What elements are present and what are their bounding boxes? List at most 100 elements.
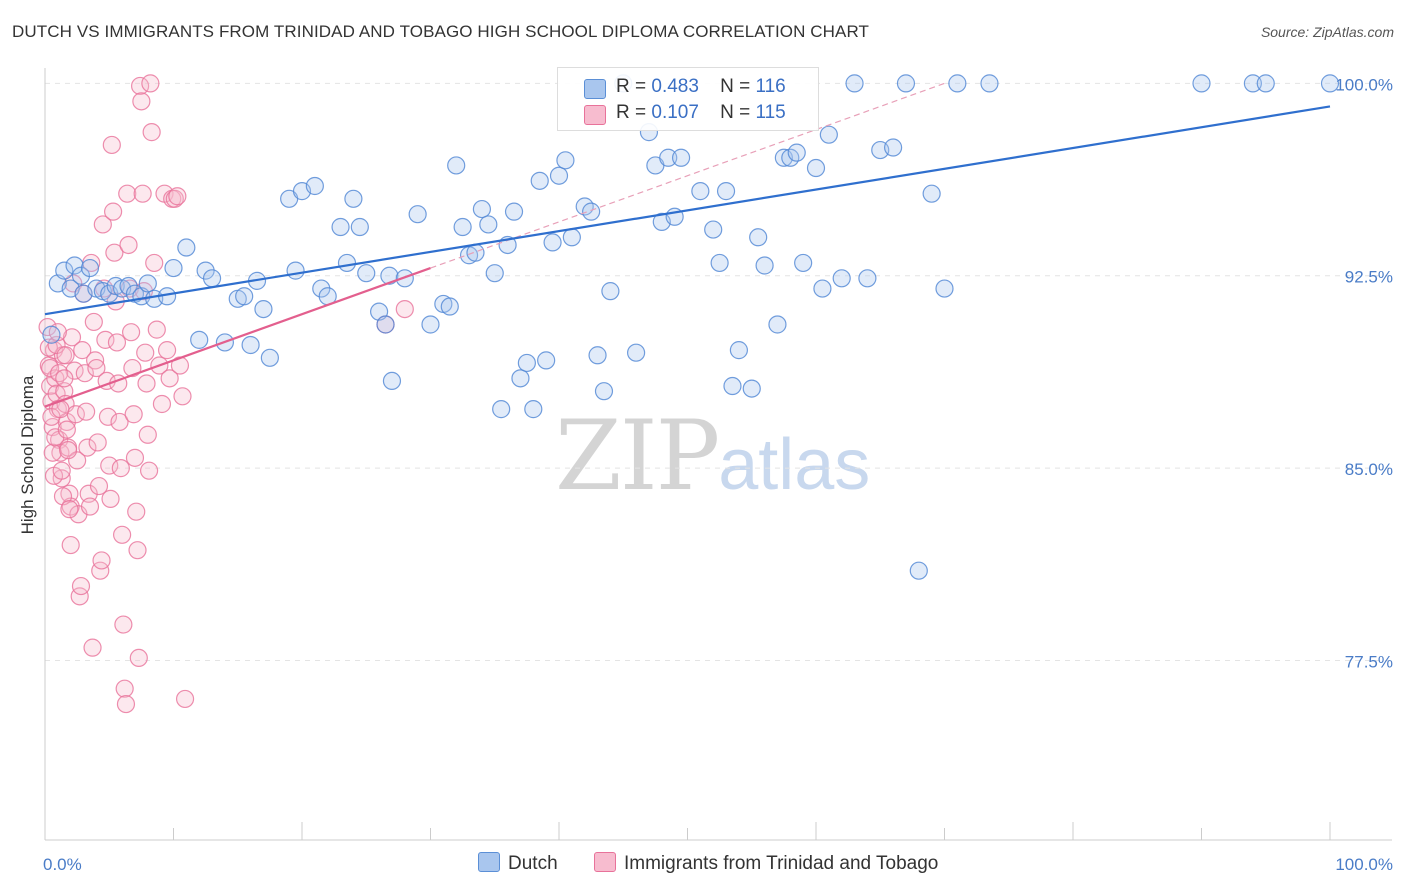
dutch-point (562, 228, 581, 247)
trinidad-point (77, 402, 96, 421)
dutch-point (787, 143, 806, 162)
dutch-point (357, 264, 376, 283)
trinidad-point (61, 535, 80, 555)
trinidad-trend-line (44, 267, 431, 408)
dutch-point (1192, 74, 1211, 93)
trinidad-point (101, 489, 120, 508)
trinidad-point (125, 448, 145, 467)
dutch-n-label: N = (720, 76, 751, 97)
trinidad-point (41, 358, 60, 378)
trinidad-point (160, 369, 179, 388)
trinidad-point (175, 689, 195, 709)
dutch-n-value: 116 (755, 76, 786, 97)
trinidad-point (111, 459, 130, 478)
dutch-point (517, 353, 536, 373)
dutch-point (337, 253, 357, 273)
trinidad-point (173, 387, 192, 406)
dutch-point (524, 400, 543, 419)
trinidad-point (98, 407, 118, 426)
trinidad-point (145, 253, 164, 273)
dutch-point (382, 371, 402, 391)
trinidad-point (55, 369, 74, 388)
dutch-point (704, 220, 723, 239)
dutch-point (980, 74, 999, 93)
trinidad-point (112, 525, 132, 544)
trinidad-point (118, 184, 137, 203)
trinidad-point (157, 341, 177, 360)
trinidad-point (60, 500, 79, 519)
source-credit: Source: ZipAtlas.com (1260, 24, 1394, 40)
dutch-point (543, 233, 562, 252)
legend-item-dutch: Dutch (478, 852, 558, 875)
trinidad-point (168, 187, 187, 206)
trinidad-point (56, 346, 75, 365)
dutch-point (601, 282, 620, 301)
legend-dutch-swatch (478, 852, 500, 872)
trinidad-point (124, 405, 143, 424)
dutch-point (421, 315, 440, 334)
trinidad-point (141, 74, 160, 93)
dutch-point (948, 74, 967, 93)
trinidad-point (100, 456, 119, 475)
trinidad-point (62, 328, 82, 347)
dutch-point (80, 258, 100, 278)
trinidad-point (57, 420, 76, 439)
stats-legend: R = 0.483 N = 116 R = 0.107 N = 115 (557, 67, 819, 131)
trinidad-point (50, 364, 69, 383)
trinidad-n-value: 115 (755, 102, 786, 123)
dutch-point (408, 205, 427, 224)
dutch-point (858, 269, 877, 288)
dutch-point (909, 561, 928, 580)
dutch-point (42, 325, 61, 344)
trinidad-point (110, 412, 129, 432)
dutch-point (742, 379, 761, 398)
dutch-point (671, 148, 691, 167)
dutch-point (922, 184, 941, 203)
trinidad-swatch (584, 105, 606, 125)
dutch-point (691, 182, 710, 201)
trinidad-point (93, 215, 112, 234)
dutch-point (177, 238, 196, 257)
dutch-r-label: R = (616, 76, 647, 97)
dutch-point (1256, 74, 1275, 93)
dutch-point (832, 269, 851, 288)
trinidad-point (138, 425, 157, 444)
trinidad-point (136, 343, 155, 362)
dutch-point (55, 261, 74, 280)
dutch-point (190, 330, 209, 349)
trinidad-point (128, 541, 147, 560)
dutch-point (447, 156, 466, 175)
x-tick-label: 100.0% (1335, 855, 1393, 874)
trinidad-point (44, 341, 64, 360)
dutch-point (768, 315, 787, 334)
trinidad-point (71, 576, 91, 596)
trinidad-point (83, 638, 102, 657)
dutch-r-value: 0.483 (651, 76, 699, 97)
trinidad-point (115, 679, 134, 698)
dutch-point (530, 171, 549, 190)
dutch-point (806, 158, 826, 178)
trinidad-n-label: N = (720, 102, 751, 123)
dutch-point (794, 253, 813, 273)
dutch-point (845, 74, 864, 93)
dutch-point (138, 274, 157, 293)
trinidad-r-value: 0.107 (651, 102, 699, 123)
trinidad-point (68, 451, 87, 470)
legend-item-trinidad: Immigrants from Trinidad and Tobago (594, 852, 938, 875)
trinidad-point (80, 497, 100, 516)
dutch-point (1243, 74, 1263, 93)
trinidad-point (89, 476, 109, 496)
dutch-point (492, 400, 511, 419)
trinidad-point (147, 320, 166, 339)
trinidad-point (43, 443, 62, 462)
dutch-point (344, 189, 363, 208)
dutch-point (485, 264, 504, 283)
y-tick-label: 77.5% (1345, 652, 1393, 671)
dutch-point (813, 279, 832, 298)
dutch-point (594, 382, 614, 401)
trinidad-point (121, 323, 141, 342)
dutch-point (710, 253, 729, 273)
dutch-point (582, 202, 601, 221)
dutch-point (254, 299, 273, 319)
dutch-point (626, 343, 646, 362)
